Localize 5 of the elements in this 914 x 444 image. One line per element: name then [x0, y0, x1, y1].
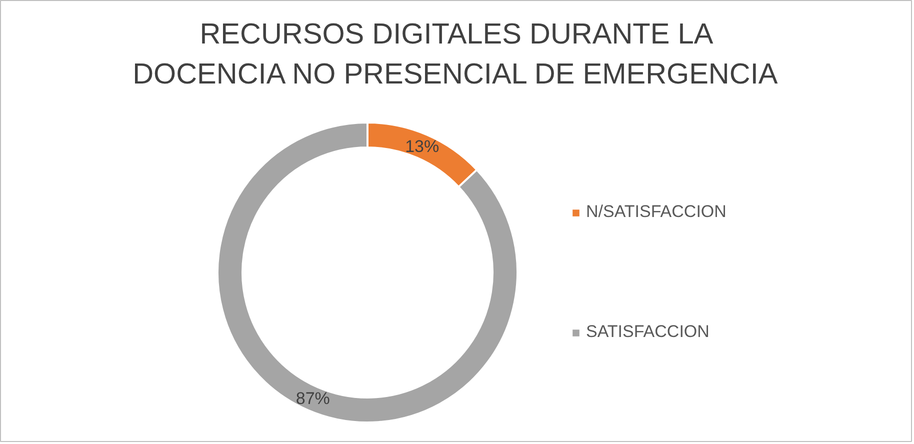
data-label: 87% [296, 389, 330, 408]
legend-label: N/SATISFACCION [586, 202, 726, 222]
data-label: 13% [405, 136, 440, 156]
chart-title: RECURSOS DIGITALES DURANTE LA DOCENCIA NO PRESENCIAL DE EMERGENCIA [132, 18, 778, 90]
legend-label: SATISFACCION [586, 322, 710, 342]
